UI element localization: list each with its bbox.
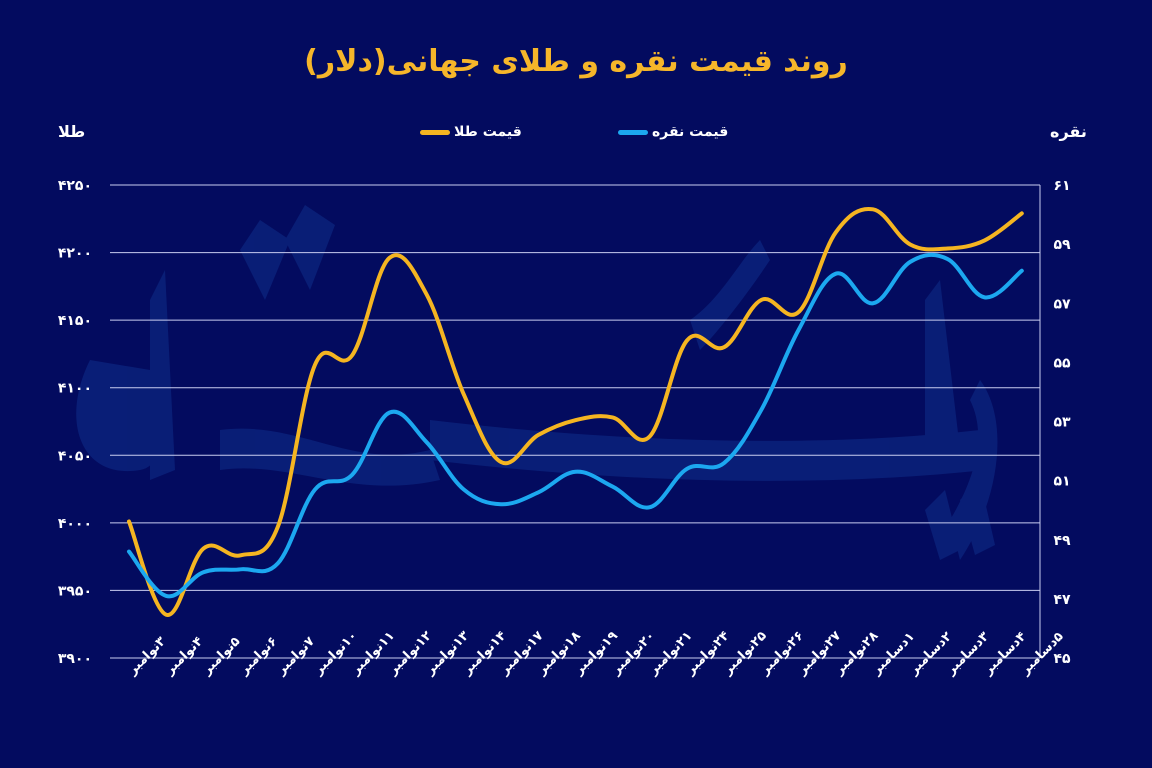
legend-swatch-silver bbox=[618, 129, 648, 135]
left-y-tick: ۴۰۰۰ bbox=[58, 516, 92, 532]
left-axis-title: طلا bbox=[58, 122, 86, 141]
x-tick-label: ۵نوامبر bbox=[199, 634, 244, 679]
legend-item-silver: قیمت نقره bbox=[618, 124, 728, 140]
left-y-tick: ۴۲۰۰ bbox=[58, 246, 92, 262]
x-axis: ۳نوامبر۴نوامبر۵نوامبر۶نوامبر۷نوامبر۱۰نوا… bbox=[125, 628, 1067, 678]
legend-label-silver: قیمت نقره bbox=[652, 124, 729, 140]
legend-item-gold: قیمت طلا bbox=[420, 124, 522, 140]
right-y-tick: ۴۵ bbox=[1053, 651, 1071, 667]
gridlines bbox=[110, 184, 1040, 659]
right-y-tick: ۵۵ bbox=[1053, 355, 1071, 371]
gold-price-line bbox=[127, 206, 1024, 617]
x-tick-label: ۷نوامبر bbox=[273, 634, 318, 679]
left-y-tick: ۴۱۰۰ bbox=[58, 381, 92, 397]
x-tick-label: ۴نوامبر bbox=[162, 634, 207, 679]
left-y-tick: ۴۲۵۰ bbox=[58, 178, 92, 194]
legend-swatch-gold bbox=[420, 129, 450, 135]
legend-label-gold: قیمت طلا bbox=[454, 124, 522, 140]
chart-title: روند قیمت نقره و طلای جهانی(دلار) bbox=[304, 44, 848, 79]
left-y-axis: ۴۲۵۰ ۴۲۰۰ ۴۱۵۰ ۴۱۰۰ ۴۰۵۰ ۴۰۰۰ ۳۹۵۰ ۳۹۰۰ bbox=[58, 178, 92, 667]
left-y-tick: ۳۹۵۰ bbox=[58, 583, 92, 599]
right-axis-title: نقره bbox=[1050, 122, 1087, 141]
left-y-tick: ۳۹۰۰ bbox=[58, 651, 92, 667]
left-y-tick: ۴۰۵۰ bbox=[58, 448, 92, 464]
right-y-tick: ۶۱ bbox=[1053, 178, 1070, 194]
right-y-tick: ۵۳ bbox=[1053, 415, 1071, 431]
right-y-tick: ۵۹ bbox=[1053, 237, 1071, 253]
right-y-axis: ۶۱ ۵۹ ۵۷ ۵۵ ۵۳ ۵۱ ۴۹ ۴۷ ۴۵ bbox=[1053, 178, 1071, 667]
right-y-tick: ۵۷ bbox=[1053, 296, 1071, 312]
silver-price-line bbox=[127, 252, 1024, 599]
right-y-tick: ۴۹ bbox=[1053, 533, 1071, 549]
x-tick-label: ۳نوامبر bbox=[125, 634, 170, 679]
right-y-tick: ۵۱ bbox=[1053, 474, 1070, 490]
watermark-logo bbox=[76, 205, 998, 560]
left-y-tick: ۴۱۵۰ bbox=[58, 313, 92, 329]
right-y-tick: ۴۷ bbox=[1053, 592, 1071, 608]
x-tick-label: ۶نوامبر bbox=[236, 634, 280, 678]
